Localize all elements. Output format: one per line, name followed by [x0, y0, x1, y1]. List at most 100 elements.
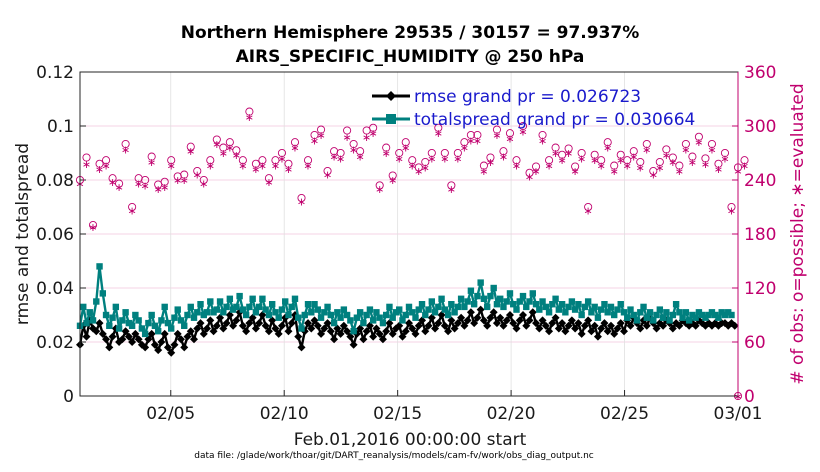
rmse-marker: [118, 335, 127, 344]
rmse-marker: [492, 319, 501, 328]
possible-point: [668, 153, 677, 162]
evaluated-point: ∗: [577, 152, 586, 165]
rmse-marker: [154, 346, 163, 355]
possible-point: [303, 156, 313, 165]
evaluated-point: ∗: [662, 149, 671, 162]
evaluated-point: ∗: [479, 165, 488, 178]
spread-marker: [106, 322, 113, 329]
evaluated-point: ∗: [186, 145, 195, 158]
y-tick-label: 0.12: [36, 63, 74, 83]
x-tick-label: 02/10: [260, 404, 309, 424]
possible-point: [349, 139, 358, 149]
spread-marker: [549, 301, 556, 308]
possible-point: [238, 156, 247, 165]
spread-marker: [353, 314, 361, 321]
spread-marker: [379, 319, 387, 327]
spread-marker: [334, 309, 341, 316]
possible-point: [245, 107, 254, 116]
spread-marker: [376, 314, 383, 321]
spread-marker: [181, 322, 188, 329]
spread-marker: [467, 287, 475, 294]
x-tick-label: 03/01: [714, 404, 763, 424]
evaluated-point: ∗: [375, 183, 384, 196]
spread-marker: [591, 303, 598, 311]
spread-marker: [529, 290, 536, 297]
rmse-marker: [606, 321, 615, 330]
x-tick-label: 02/05: [146, 404, 195, 424]
rmse-marker: [199, 329, 208, 338]
rmse-marker: [310, 316, 319, 325]
spread-marker: [448, 301, 455, 308]
evaluated-point: ∗: [616, 154, 625, 167]
spread-marker: [643, 314, 650, 321]
evaluated-point: ∗: [212, 138, 221, 151]
chart-title-line2: AIRS_SPECIFIC_HUMIDITY @ 250 hPa: [236, 47, 585, 67]
rmse-marker: [180, 343, 189, 352]
rmse-marker: [98, 329, 107, 338]
rmse-marker: [519, 311, 528, 319]
evaluated-point: ∗: [167, 160, 176, 173]
possible-point: [102, 156, 111, 165]
spread-marker: [347, 317, 354, 324]
rmse-marker: [333, 324, 342, 333]
possible-point: [512, 156, 521, 165]
possible-point: [460, 138, 469, 147]
possible-point: [597, 156, 606, 165]
spread-marker: [190, 314, 198, 321]
spread-marker: [207, 298, 214, 305]
rmse-marker: [144, 335, 153, 344]
rmse-marker: [558, 319, 567, 328]
spread-marker: [412, 314, 419, 321]
legend: rmse grand pr = 0.026723 totalspread gra…: [372, 87, 695, 130]
evaluated-point: ∗: [199, 178, 208, 191]
spread-marker: [526, 298, 533, 305]
spread-marker: [132, 311, 139, 319]
possible-point: [264, 174, 273, 183]
possible-point: [655, 157, 664, 167]
spread-marker: [604, 309, 611, 316]
spread-marker: [431, 309, 439, 316]
spread-marker: [141, 330, 149, 338]
spread-marker: [497, 295, 504, 302]
rmse-marker: [509, 319, 518, 328]
rmse-marker: [343, 327, 352, 336]
rmse-marker: [229, 321, 238, 330]
evaluated-point: ∗: [727, 205, 736, 218]
spread-marker: [278, 306, 286, 313]
spread-marker: [226, 295, 234, 302]
spread-marker: [575, 301, 582, 308]
evaluated-point: ∗: [134, 178, 143, 191]
rmse-marker: [590, 321, 599, 330]
rmse-marker: [261, 321, 270, 330]
spread-marker: [409, 309, 416, 316]
spread-marker: [477, 279, 484, 286]
spread-marker: [588, 309, 595, 316]
possible-point: [623, 156, 632, 165]
evaluated-point: ∗: [323, 169, 332, 182]
rmse-marker: [147, 329, 156, 338]
spread-marker: [650, 317, 657, 324]
y2-axis-label: # of obs: o=possible; ∗=evaluated: [788, 83, 808, 384]
rmse-marker: [502, 316, 511, 325]
spread-marker: [444, 311, 452, 319]
spread-marker: [646, 309, 654, 316]
possible-point: [440, 148, 449, 158]
spread-marker: [285, 311, 292, 319]
rmse-marker: [567, 316, 576, 325]
rmse-marker: [483, 321, 492, 330]
spread-marker: [698, 311, 706, 319]
possible-point: [290, 138, 300, 147]
evaluated-point: ∗: [518, 125, 527, 138]
rmse-marker: [470, 319, 479, 328]
rmse-marker: [626, 321, 635, 330]
spread-marker: [138, 325, 146, 332]
spread-marker: [513, 306, 520, 313]
evaluated-point: ∗: [505, 133, 514, 146]
possible-point: [297, 193, 306, 203]
rmse-marker: [642, 321, 651, 330]
spread-marker: [493, 301, 501, 308]
rmse-marker: [326, 327, 335, 336]
y2-tick-label: 60: [744, 333, 766, 353]
spread-marker: [474, 292, 481, 300]
rmse-marker: [600, 319, 609, 328]
